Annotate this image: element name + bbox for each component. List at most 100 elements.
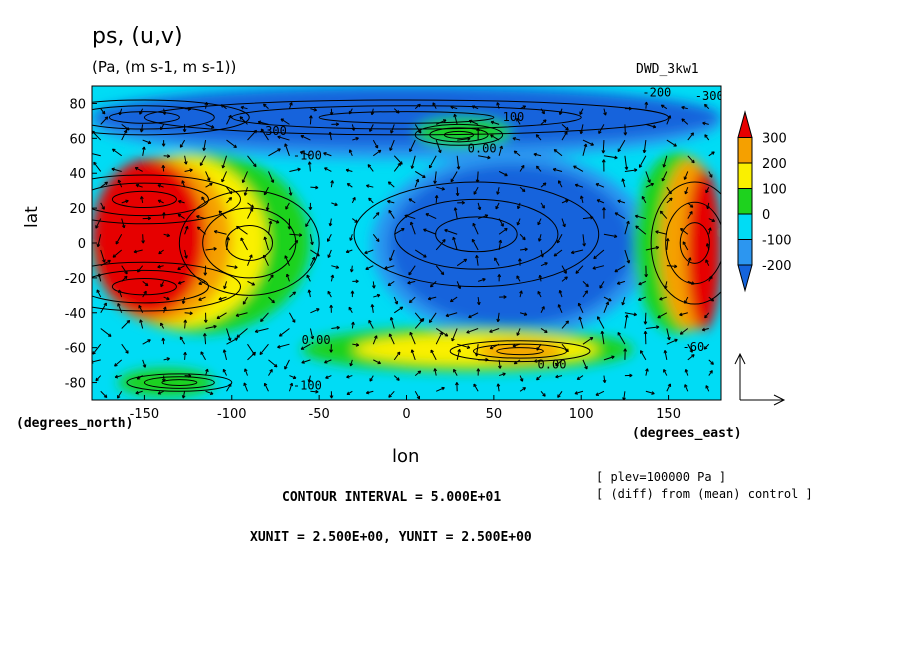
wind-vector-head xyxy=(643,331,646,335)
wind-vector xyxy=(561,265,567,274)
wind-vector xyxy=(93,161,102,172)
wind-vector xyxy=(264,236,269,251)
wind-vector-head xyxy=(593,257,597,260)
wind-vector-head xyxy=(535,134,538,138)
wind-vector xyxy=(310,186,319,189)
wind-vector-head xyxy=(223,286,227,290)
wind-vector xyxy=(682,241,689,251)
wind-vector-head xyxy=(123,275,128,278)
wind-vector xyxy=(512,343,521,347)
wind-vector xyxy=(289,233,302,236)
wind-vector xyxy=(387,280,395,286)
wind-vector xyxy=(121,200,129,204)
wind-vector xyxy=(323,152,332,157)
wind-vector xyxy=(519,312,528,316)
wind-vector-head xyxy=(455,382,458,386)
wind-vector xyxy=(288,187,292,196)
diff-note: [ (diff) from (mean) control ] xyxy=(596,487,813,501)
wind-vector-head xyxy=(496,383,499,387)
wind-vector xyxy=(453,369,458,376)
wind-vector-head xyxy=(579,195,582,199)
wind-vector xyxy=(494,257,500,266)
wind-vector xyxy=(184,319,186,329)
wind-vector-head xyxy=(205,368,208,372)
wind-vector xyxy=(666,139,677,147)
wind-vector-head xyxy=(571,252,575,255)
contour-line xyxy=(161,379,198,386)
wind-vector xyxy=(655,231,667,235)
wind-vector xyxy=(388,210,395,219)
wind-vector xyxy=(659,210,668,219)
x-tick-label: -50 xyxy=(309,407,330,422)
wind-vector xyxy=(226,328,231,341)
wind-vector xyxy=(111,168,122,172)
chart-title: ps, (u,v) xyxy=(92,24,183,49)
wind-vector-head xyxy=(162,212,165,216)
wind-vector xyxy=(112,249,123,258)
wind-vector xyxy=(330,180,334,188)
wind-vector-head xyxy=(335,202,338,206)
wind-vector-head xyxy=(373,285,376,289)
wind-vector-head xyxy=(633,312,637,316)
wind-vector xyxy=(575,184,584,188)
wind-vector xyxy=(624,124,626,136)
wind-vector-head xyxy=(424,254,427,258)
wind-vector-head xyxy=(502,372,506,375)
wind-vector xyxy=(242,296,248,305)
wind-vector xyxy=(368,320,374,329)
wind-vector xyxy=(429,155,437,169)
wind-vector xyxy=(331,265,339,269)
wind-vector-head xyxy=(534,361,538,363)
wind-vector xyxy=(516,328,521,336)
wind-vector xyxy=(537,291,542,298)
wind-vector-head xyxy=(415,178,419,182)
wind-vector-head xyxy=(353,127,356,131)
wind-vector-head xyxy=(294,239,298,242)
wind-vector xyxy=(200,351,207,361)
wind-vector xyxy=(434,171,437,184)
wind-vector-head xyxy=(222,165,226,169)
wind-vector-head xyxy=(329,223,333,227)
wind-vector-head xyxy=(476,128,479,132)
contour-line xyxy=(178,190,320,296)
wind-vector xyxy=(409,139,416,152)
contour-label: 100 xyxy=(503,110,525,124)
wind-vector xyxy=(139,319,144,329)
wind-vector-head xyxy=(369,129,373,132)
wind-vector xyxy=(244,368,248,376)
wind-vector-head xyxy=(202,333,206,337)
wind-vector-head xyxy=(299,151,303,155)
wind-vector xyxy=(121,343,129,354)
wind-vector-head xyxy=(228,114,232,118)
wind-vector-head xyxy=(689,210,693,214)
wind-vector-head xyxy=(157,200,161,204)
wind-vector-head xyxy=(645,274,649,278)
contour-line xyxy=(92,174,241,225)
wind-vector xyxy=(477,214,488,220)
heatmap-field: -300 -100 100 0.00 0.00 0.00 -100 -200 -300 -60 xyxy=(92,86,721,400)
wind-vector xyxy=(496,187,500,195)
wind-vector xyxy=(603,301,609,313)
wind-vector-head xyxy=(370,304,373,308)
wind-vector-head xyxy=(277,136,281,140)
y-axis-units: (degrees_north) xyxy=(16,416,134,431)
wind-vector-head xyxy=(656,325,660,328)
wind-vector-head xyxy=(324,167,327,171)
colorbar-swatch xyxy=(737,110,753,138)
wind-vector xyxy=(478,155,491,159)
wind-vector xyxy=(226,237,229,251)
wind-vector-head xyxy=(622,302,625,306)
wind-vector xyxy=(263,186,269,196)
wind-vector-head xyxy=(204,272,208,276)
wind-vector xyxy=(663,155,668,168)
wind-vector-head xyxy=(293,375,297,379)
x-tick-label: 150 xyxy=(656,407,681,422)
wind-vector-head xyxy=(167,233,170,237)
wind-vector xyxy=(205,368,208,376)
wind-vector-head xyxy=(634,168,638,171)
wind-vector xyxy=(309,256,316,266)
wind-vector-head xyxy=(311,241,314,245)
wind-vector-head xyxy=(390,130,394,134)
wind-vector xyxy=(305,218,311,227)
wind-vector-head xyxy=(307,161,310,165)
